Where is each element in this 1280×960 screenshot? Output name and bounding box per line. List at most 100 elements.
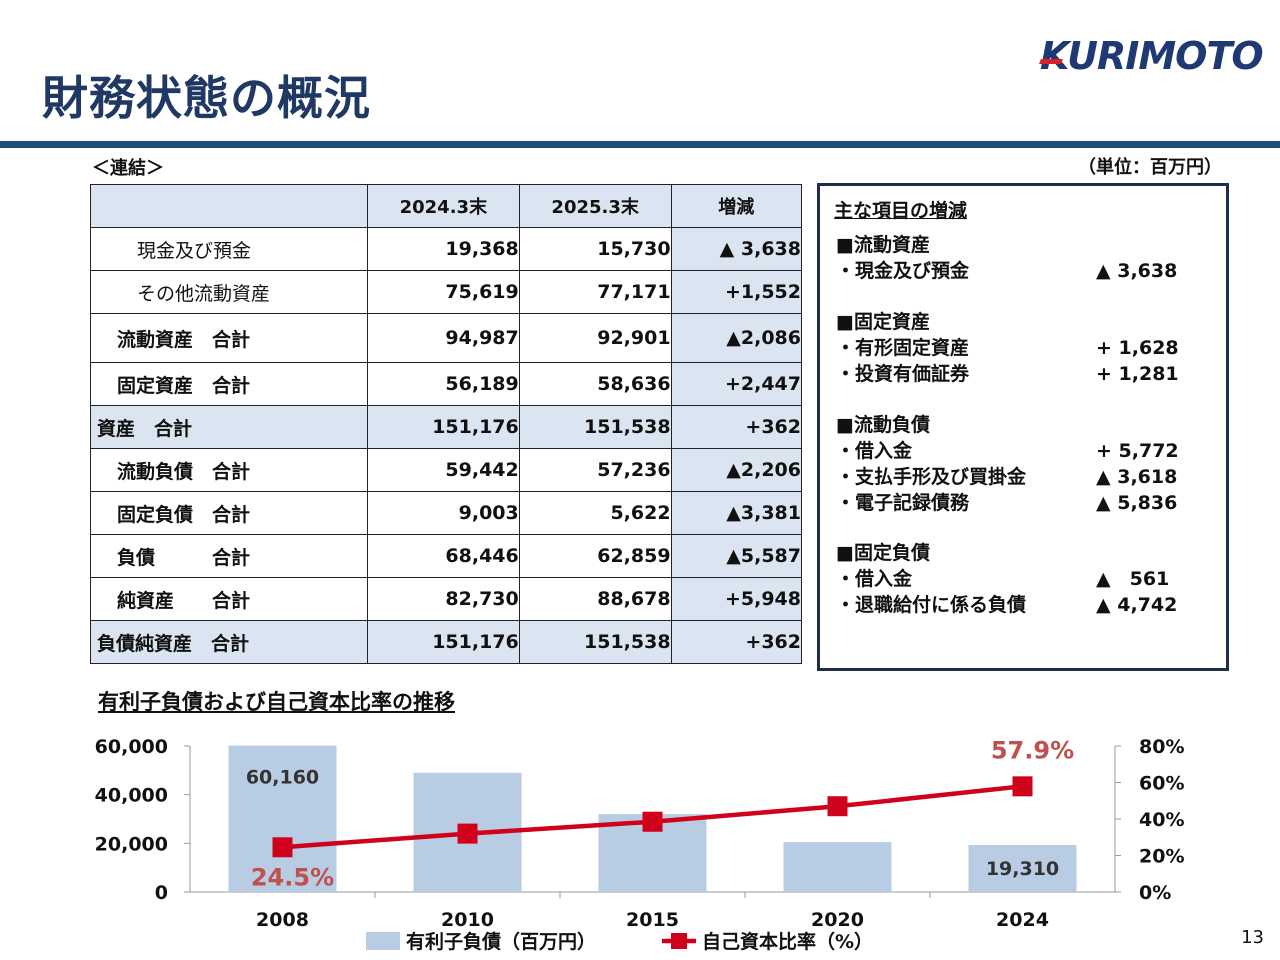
table-row: 負債 合計 68,446 62,859 ▲5,587 bbox=[90, 534, 803, 578]
line-data-label: 24.5% bbox=[251, 863, 334, 891]
chart-title: 有利子負債および自己資本比率の推移 bbox=[98, 690, 455, 714]
change-label: ・退職給付に係る負債 bbox=[836, 594, 1027, 616]
col-header-2024: 2024.3末 bbox=[366, 184, 520, 228]
change-value: + 5,772 bbox=[1096, 440, 1179, 462]
left-tick-label: 0 bbox=[155, 882, 168, 904]
row-label: その他流動資産 bbox=[90, 270, 368, 314]
change-value: ▲ 5,836 bbox=[1096, 492, 1178, 514]
change-label: ・電子記録債務 bbox=[836, 492, 970, 514]
change-label: ・支払手形及び買掛金 bbox=[836, 466, 1027, 488]
x-tick-label: 2015 bbox=[626, 909, 679, 931]
section-title: ■固定負債 bbox=[836, 542, 930, 564]
page-number: 13 bbox=[1241, 927, 1264, 948]
cell-diff: ▲2,206 bbox=[670, 448, 803, 492]
table-header-row: 2024.3末 2025.3末 増減 bbox=[90, 184, 803, 228]
legend-bar-label: 有利子負債（百万円） bbox=[406, 930, 596, 953]
row-label: 固定負債 合計 bbox=[90, 491, 368, 535]
cell-2024: 94,987 bbox=[366, 313, 520, 363]
cell-2025: 77,171 bbox=[518, 270, 672, 314]
table-row: 現金及び預金 19,368 15,730 ▲ 3,638 bbox=[90, 227, 803, 271]
equity-ratio-marker bbox=[827, 796, 848, 817]
cell-2024: 151,176 bbox=[366, 405, 520, 449]
cell-2025: 88,678 bbox=[518, 577, 672, 621]
legend-bar-swatch bbox=[366, 932, 400, 950]
cell-diff: +5,948 bbox=[670, 577, 803, 621]
x-tick-label: 2020 bbox=[811, 909, 864, 931]
cell-2025: 62,859 bbox=[518, 534, 672, 578]
cell-diff: +1,552 bbox=[670, 270, 803, 314]
right-tick-label: 60% bbox=[1139, 773, 1184, 795]
cell-2024: 59,442 bbox=[366, 448, 520, 492]
cell-2025: 5,622 bbox=[518, 491, 672, 535]
company-logo: KURIMOTO bbox=[1039, 34, 1264, 82]
change-item: ・借入金 + 5,772 bbox=[836, 438, 1206, 464]
table-row: 固定資産 合計 56,189 58,636 +2,447 bbox=[90, 362, 803, 406]
change-item: ・支払手形及び買掛金 ▲ 3,618 bbox=[836, 464, 1206, 490]
change-item: ・現金及び預金 ▲ 3,638 bbox=[836, 258, 1206, 284]
cell-2024: 56,189 bbox=[366, 362, 520, 406]
change-label: ・現金及び預金 bbox=[836, 260, 970, 282]
table-row: 流動負債 合計 59,442 57,236 ▲2,206 bbox=[90, 448, 803, 492]
changes-panel: 主な項目の増減 ■流動資産 ・現金及び預金 ▲ 3,638 ■固定資産 ・有形固… bbox=[817, 183, 1229, 671]
x-tick-label: 2008 bbox=[256, 909, 309, 931]
table-row-total: 資産 合計 151,176 151,538 +362 bbox=[90, 405, 803, 449]
row-label: 負債 合計 bbox=[90, 534, 368, 578]
page-title: 財務状態の概況 bbox=[42, 71, 371, 125]
changes-section: ■固定負債 ・借入金 ▲ 561 ・退職給付に係る負債 ▲ 4,742 bbox=[836, 540, 1206, 618]
cell-2024: 68,446 bbox=[366, 534, 520, 578]
cell-2025: 151,538 bbox=[518, 405, 672, 449]
legend-line-marker bbox=[671, 933, 687, 949]
cell-2024: 75,619 bbox=[366, 270, 520, 314]
cell-diff: ▲ 3,638 bbox=[670, 227, 803, 271]
right-tick-label: 80% bbox=[1139, 736, 1184, 758]
equity-ratio-marker bbox=[1012, 776, 1033, 797]
change-value: + 1,628 bbox=[1096, 337, 1179, 359]
debt-bar bbox=[228, 745, 337, 892]
change-value: ▲ 561 bbox=[1096, 568, 1170, 590]
left-tick-label: 20,000 bbox=[95, 833, 168, 855]
equity-ratio-marker bbox=[457, 823, 478, 844]
row-label: 流動負債 合計 bbox=[90, 448, 368, 492]
changes-section: ■流動資産 ・現金及び預金 ▲ 3,638 bbox=[836, 232, 1206, 284]
debt-equity-chart: 0 20,000 40,000 60,000 0% 20% 40% 60% 80% 60,160 1… bbox=[95, 736, 1185, 953]
cell-2024: 82,730 bbox=[366, 577, 520, 621]
cell-diff: ▲5,587 bbox=[670, 534, 803, 578]
right-tick-label: 20% bbox=[1139, 846, 1184, 868]
debt-bar bbox=[968, 845, 1077, 892]
left-tick-label: 40,000 bbox=[95, 785, 168, 807]
change-label: ・借入金 bbox=[836, 568, 913, 590]
row-label: 純資産 合計 bbox=[90, 577, 368, 621]
line-data-label: 57.9% bbox=[991, 736, 1074, 764]
change-label: ・有形固定資産 bbox=[836, 337, 970, 359]
section-title: ■固定資産 bbox=[836, 311, 930, 333]
cell-2025: 58,636 bbox=[518, 362, 672, 406]
cell-2024: 9,003 bbox=[366, 491, 520, 535]
bar-data-label: 19,310 bbox=[986, 858, 1059, 880]
cell-2025: 15,730 bbox=[518, 227, 672, 271]
change-item: ・退職給付に係る負債 ▲ 4,742 bbox=[836, 592, 1206, 618]
legend-line-label: 自己資本比率（%） bbox=[702, 930, 873, 953]
equity-ratio-marker bbox=[272, 837, 293, 858]
unit-label: （単位：百万円） bbox=[1078, 157, 1222, 178]
col-header-2025: 2025.3末 bbox=[518, 184, 672, 228]
logo-text: KURIMOTO bbox=[1040, 34, 1264, 78]
left-tick-label: 60,000 bbox=[95, 736, 168, 758]
table-row: 流動資産 合計 94,987 92,901 ▲2,086 bbox=[90, 313, 803, 363]
cell-diff: ▲3,381 bbox=[670, 491, 803, 535]
changes-section: ■流動負債 ・借入金 + 5,772 ・支払手形及び買掛金 ▲ 3,618 ・電… bbox=[836, 412, 1206, 516]
change-item: ・投資有価証券 + 1,281 bbox=[836, 361, 1206, 387]
x-tick-label: 2010 bbox=[441, 909, 494, 931]
table-row: その他流動資産 75,619 77,171 +1,552 bbox=[90, 270, 803, 314]
change-value: ▲ 3,618 bbox=[1096, 466, 1178, 488]
section-title: ■流動負債 bbox=[836, 414, 930, 436]
row-label: 負債純資産 合計 bbox=[90, 620, 368, 664]
x-tick-label: 2024 bbox=[996, 909, 1049, 931]
cell-2025: 57,236 bbox=[518, 448, 672, 492]
logo-accent bbox=[1039, 59, 1063, 64]
change-value: ▲ 4,742 bbox=[1096, 594, 1178, 616]
row-label: 現金及び預金 bbox=[90, 227, 368, 271]
row-label: 固定資産 合計 bbox=[90, 362, 368, 406]
cell-diff: +2,447 bbox=[670, 362, 803, 406]
debt-bar bbox=[783, 842, 892, 892]
row-label: 流動資産 合計 bbox=[90, 313, 368, 363]
